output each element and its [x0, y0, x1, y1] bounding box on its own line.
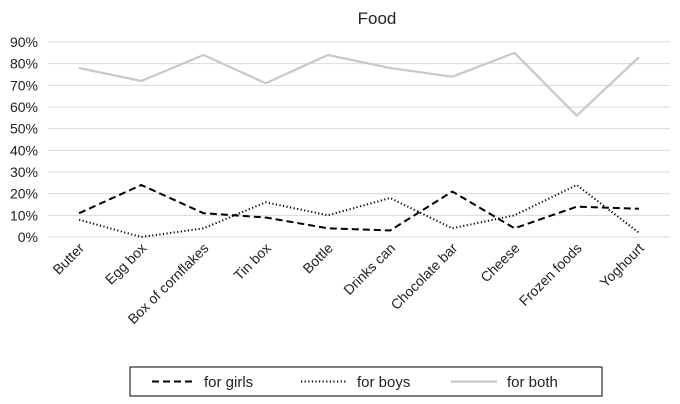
legend-box — [129, 366, 603, 397]
x-tick-label: Butter — [49, 240, 87, 278]
x-tick-label: Chocolate bar — [387, 240, 460, 313]
series-line-for-boys — [78, 184, 640, 238]
legend-label: for girls — [204, 374, 253, 391]
x-tick-label: Cheese — [477, 240, 523, 286]
y-tick-label: 30% — [10, 164, 38, 180]
x-tick-label: Drinks can — [340, 240, 398, 298]
y-tick-label: 10% — [10, 207, 38, 223]
y-tick-label: 60% — [10, 99, 38, 115]
y-tick-label: 20% — [10, 186, 38, 202]
x-tick-label: Frozen foods — [516, 240, 585, 309]
series-line-for-girls — [78, 184, 639, 232]
y-axis-ticks: 0% 10% 20% 30% 40% 50% 60% 70% 80% 90% — [10, 34, 38, 245]
series-lines — [78, 51, 640, 238]
y-tick-label: 0% — [18, 229, 38, 245]
series-line-for-both — [78, 51, 640, 117]
x-tick-label: Egg box — [102, 240, 150, 288]
x-tick-label: Yoghourt — [596, 240, 647, 291]
legend: for girls for boys for both — [129, 366, 603, 397]
y-tick-label: 70% — [10, 77, 38, 93]
chart-title: Food — [358, 9, 397, 28]
legend-label: for both — [507, 374, 558, 391]
y-tick-label: 90% — [10, 34, 38, 50]
y-tick-label: 40% — [10, 142, 38, 158]
gridlines — [48, 41, 670, 238]
x-tick-label: Tin box — [230, 240, 273, 283]
legend-label: for boys — [357, 374, 410, 391]
y-tick-label: 50% — [10, 121, 38, 137]
y-tick-label: 80% — [10, 56, 38, 72]
x-tick-label: Bottle — [299, 240, 336, 277]
